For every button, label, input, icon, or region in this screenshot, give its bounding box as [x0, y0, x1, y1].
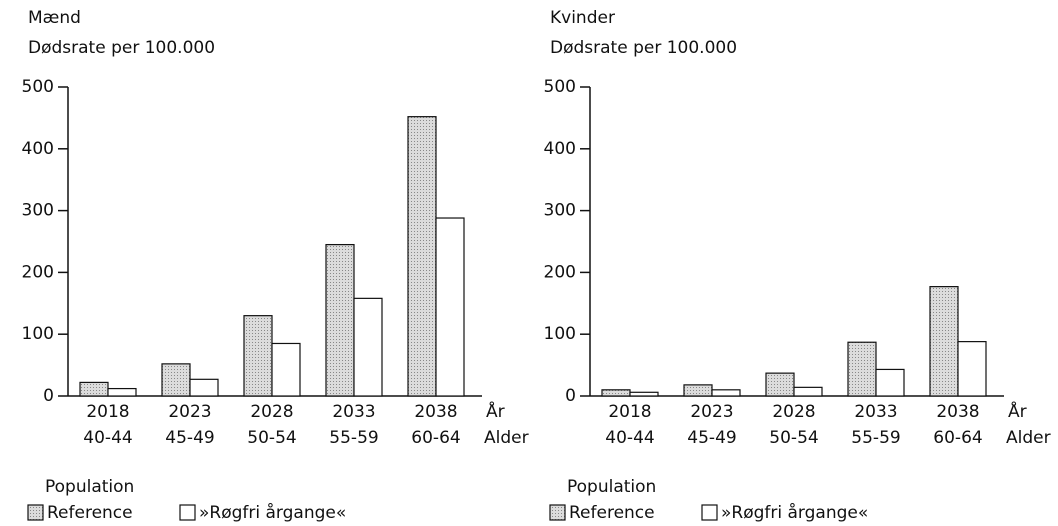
x-tick-label: 2018: [608, 402, 651, 422]
x-tick-label: 2033: [854, 402, 897, 422]
chart-title: Mænd: [28, 8, 81, 28]
legend-swatch: [179, 504, 196, 521]
legend-label: Reference: [47, 503, 133, 523]
legend-title: Population: [45, 477, 134, 497]
bar: [79, 381, 109, 397]
y-tick-label: 200: [22, 262, 54, 282]
legend-swatch: [549, 504, 566, 521]
y-tick-label: 200: [544, 262, 576, 282]
bar: [325, 243, 355, 397]
x-tick-label: 2028: [250, 402, 293, 422]
chart-subtitle: Dødsrate per 100.000: [28, 38, 215, 58]
bar: [629, 391, 659, 397]
chart-subtitle: Dødsrate per 100.000: [550, 38, 737, 58]
age-label: 50-54: [247, 428, 296, 448]
age-label: 45-49: [687, 428, 736, 448]
legend-label: Reference: [569, 503, 655, 523]
legend-label: »Røgfri årgange«: [199, 502, 346, 523]
x-sublabel: Alder: [484, 428, 529, 448]
bar: [929, 286, 959, 397]
bar: [407, 116, 437, 397]
bar: [765, 372, 795, 397]
age-label: 55-59: [851, 428, 900, 448]
legend-swatch: [701, 504, 718, 521]
x-tick-label: 2018: [86, 402, 129, 422]
x-tick-label: 2038: [936, 402, 979, 422]
bar: [271, 342, 301, 397]
bar: [353, 297, 383, 397]
y-tick-label: 300: [22, 201, 54, 221]
x-tick-label: 2028: [772, 402, 815, 422]
bar: [793, 386, 823, 397]
x-tick-label: 2023: [168, 402, 211, 422]
age-label: 40-44: [83, 428, 132, 448]
bar: [683, 384, 713, 397]
age-label: 60-64: [933, 428, 982, 448]
x-tick-label: 2023: [690, 402, 733, 422]
bar: [711, 389, 741, 397]
legend-title: Population: [567, 477, 656, 497]
age-label: 55-59: [329, 428, 378, 448]
bar: [957, 341, 987, 397]
x-tick-label: 2033: [332, 402, 375, 422]
y-tick-label: 0: [43, 386, 54, 406]
legend-swatch: [27, 504, 44, 521]
bar: [435, 217, 465, 397]
y-tick-label: 400: [22, 139, 54, 159]
x-tick-label: 2038: [414, 402, 457, 422]
bar: [243, 315, 273, 397]
age-label: 40-44: [605, 428, 654, 448]
bar: [601, 389, 631, 397]
age-label: 60-64: [411, 428, 460, 448]
age-label: 50-54: [769, 428, 818, 448]
y-tick-label: 100: [544, 324, 576, 344]
bar: [875, 368, 905, 397]
y-tick-label: 500: [544, 77, 576, 97]
y-tick-label: 0: [565, 386, 576, 406]
y-tick-label: 100: [22, 324, 54, 344]
chart-title: Kvinder: [550, 8, 615, 28]
age-label: 45-49: [165, 428, 214, 448]
bar: [107, 387, 137, 397]
bar: [161, 363, 191, 397]
y-tick-label: 500: [22, 77, 54, 97]
bar: [847, 341, 877, 397]
bar: [189, 378, 219, 397]
x-label: År: [1008, 400, 1027, 422]
y-tick-label: 400: [544, 139, 576, 159]
x-sublabel: Alder: [1006, 428, 1051, 448]
y-tick-label: 300: [544, 201, 576, 221]
legend-label: »Røgfri årgange«: [721, 502, 868, 523]
x-label: År: [486, 400, 505, 422]
